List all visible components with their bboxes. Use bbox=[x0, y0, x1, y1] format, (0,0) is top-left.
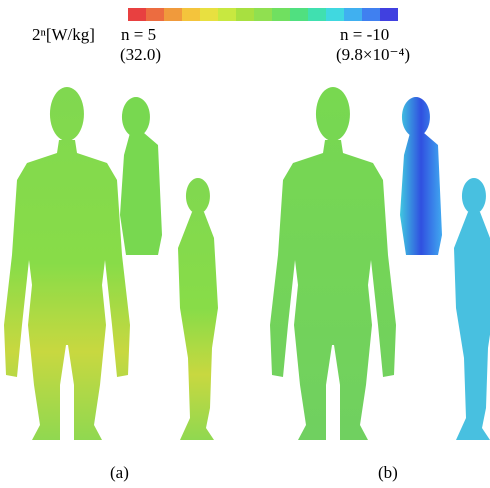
body-front bbox=[4, 87, 130, 440]
unit-label: 2ⁿ[W/kg] bbox=[32, 25, 95, 44]
max-value-label: (32.0) bbox=[120, 45, 161, 64]
panel-label: (a) bbox=[110, 463, 129, 482]
swatch bbox=[344, 8, 362, 21]
swatch bbox=[380, 8, 398, 21]
body-side bbox=[454, 178, 490, 440]
figure: 2ⁿ[W/kg] n = 5 (32.0) n = -10 (9.8×10⁻⁴)… bbox=[0, 0, 490, 488]
swatch bbox=[200, 8, 218, 21]
swatch bbox=[326, 8, 344, 21]
swatch bbox=[164, 8, 182, 21]
swatch bbox=[182, 8, 200, 21]
swatch bbox=[236, 8, 254, 21]
colorbar bbox=[128, 8, 398, 21]
swatch bbox=[218, 8, 236, 21]
swatch bbox=[362, 8, 380, 21]
panel-b: (b) bbox=[270, 87, 490, 482]
body-front bbox=[270, 87, 396, 440]
swatch bbox=[128, 8, 146, 21]
panel-a: (a) bbox=[4, 87, 218, 482]
swatch bbox=[308, 8, 326, 21]
swatch bbox=[146, 8, 164, 21]
body-bust-side bbox=[120, 97, 162, 255]
body-bust-side bbox=[400, 97, 442, 255]
panel-label: (b) bbox=[378, 463, 398, 482]
min-value-label: (9.8×10⁻⁴) bbox=[336, 45, 410, 64]
swatch bbox=[290, 8, 308, 21]
max-label: n = 5 bbox=[121, 25, 156, 44]
swatch bbox=[254, 8, 272, 21]
body-side bbox=[178, 178, 218, 440]
swatch bbox=[272, 8, 290, 21]
min-label: n = -10 bbox=[340, 25, 389, 44]
